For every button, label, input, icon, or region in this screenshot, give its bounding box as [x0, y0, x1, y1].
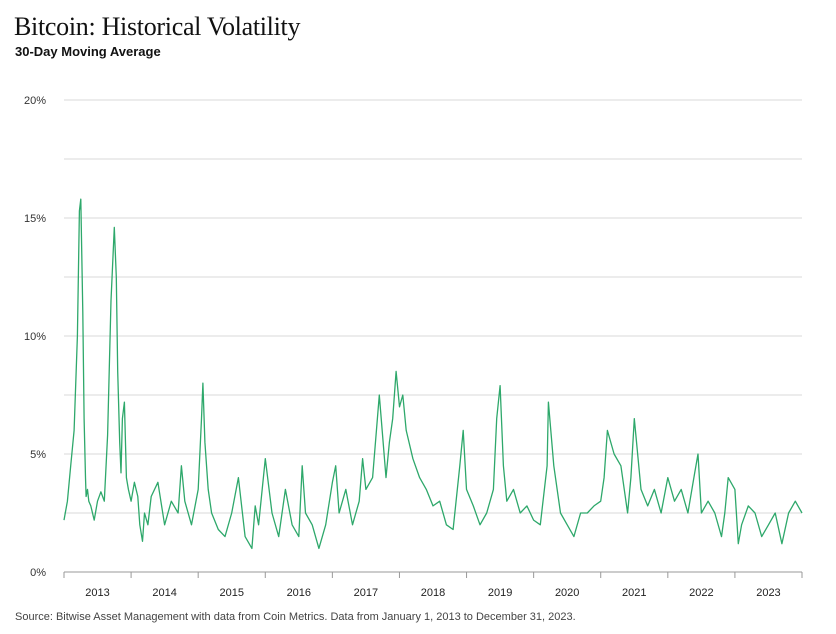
x-tick-label: 2016 — [287, 587, 311, 599]
x-tick-label: 2018 — [421, 587, 445, 599]
y-tick-label: 10% — [24, 331, 46, 343]
y-tick-label: 15% — [24, 213, 46, 225]
series-layer — [63, 198, 803, 550]
chart-subtitle: 30-Day Moving Average — [15, 44, 161, 59]
x-axis: 2013 2014 2015 2016 2017 2018 2019 2020 2021 2022… — [63, 571, 803, 599]
x-tick-label: 2023 — [756, 587, 780, 599]
x-tick-label: 2019 — [488, 587, 512, 599]
x-tick-label: 2022 — [689, 587, 713, 599]
y-tick-label: 20% — [24, 95, 46, 107]
x-tick-label: 2015 — [219, 587, 243, 599]
chart-title: Bitcoin: Historical Volatility — [14, 12, 301, 41]
volatility-chart: 0%5%10%15%20% 2013 2014 2015 2016 2017 2018 20… — [24, 95, 803, 599]
x-tick-label: 2014 — [152, 587, 176, 599]
y-axis-ticks: 0% 5% 10% 15% 20% — [24, 95, 46, 579]
series-line — [63, 198, 803, 550]
y-tick-label: 0% — [30, 567, 46, 579]
x-tick-label: 2017 — [354, 587, 378, 599]
x-tick-label: 2020 — [555, 587, 579, 599]
source-note: Source: Bitwise Asset Management with da… — [15, 611, 576, 623]
y-tick-label: 5% — [30, 449, 46, 461]
x-tick-label: 2021 — [622, 587, 646, 599]
grid-layer — [64, 99, 802, 514]
x-tick-label: 2013 — [85, 587, 109, 599]
